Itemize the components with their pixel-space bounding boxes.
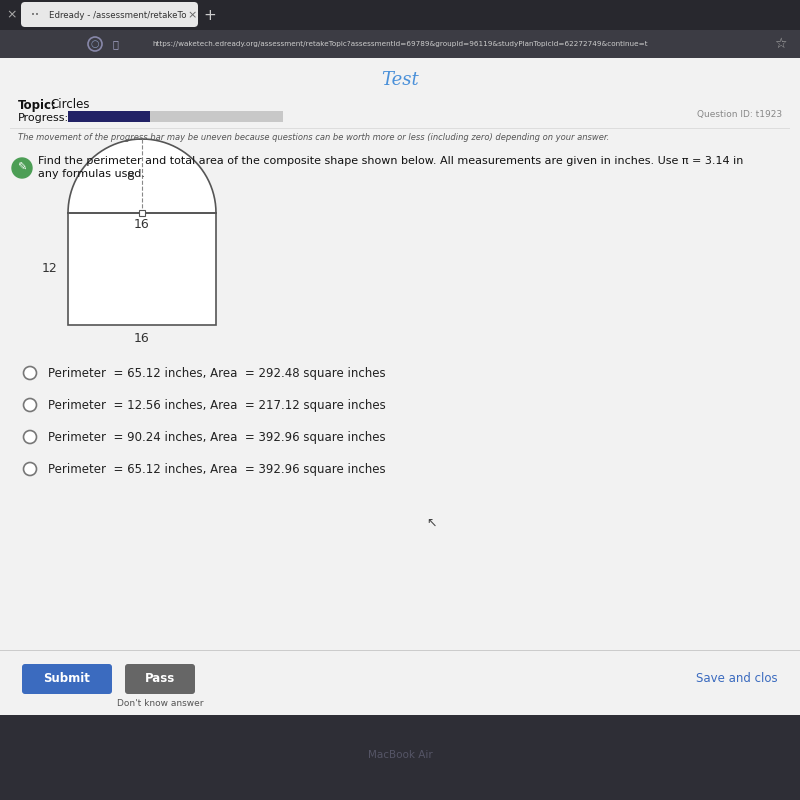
Text: Find the perimeter and total area of the composite shape shown below. All measur: Find the perimeter and total area of the… <box>38 156 743 166</box>
Text: 16: 16 <box>134 333 150 346</box>
Text: any formulas used.: any formulas used. <box>38 169 145 179</box>
Text: Don't know answer: Don't know answer <box>117 699 203 709</box>
Text: Question ID: t1923: Question ID: t1923 <box>697 110 782 119</box>
Text: Perimeter  = 90.24 inches, Area  = 392.96 square inches: Perimeter = 90.24 inches, Area = 392.96 … <box>48 430 386 443</box>
Text: Submit: Submit <box>43 673 90 686</box>
Text: Circles: Circles <box>50 98 90 111</box>
Text: Perimeter  = 12.56 inches, Area  = 217.12 square inches: Perimeter = 12.56 inches, Area = 217.12 … <box>48 398 386 411</box>
FancyBboxPatch shape <box>22 664 112 694</box>
Circle shape <box>23 366 37 379</box>
Bar <box>0 30 800 58</box>
Bar <box>68 111 150 122</box>
Text: ☆: ☆ <box>774 37 786 51</box>
Text: Perimeter  = 65.12 inches, Area  = 392.96 square inches: Perimeter = 65.12 inches, Area = 392.96 … <box>48 462 386 475</box>
Polygon shape <box>68 139 216 213</box>
Bar <box>139 210 145 216</box>
Bar <box>0 0 800 30</box>
Text: ••: •• <box>31 12 39 18</box>
Circle shape <box>12 158 32 178</box>
Text: Topic:: Topic: <box>18 98 57 111</box>
Text: Progress:: Progress: <box>18 113 69 123</box>
Text: 🔒: 🔒 <box>112 39 118 49</box>
Text: 16: 16 <box>134 218 150 231</box>
Text: https://waketech.edready.org/assessment/retakeTopic?assessmentId=69789&groupId=9: https://waketech.edready.org/assessment/… <box>152 41 648 47</box>
FancyBboxPatch shape <box>125 664 195 694</box>
Bar <box>0 715 800 800</box>
Circle shape <box>23 398 37 411</box>
Text: Save and clos: Save and clos <box>696 673 778 686</box>
Text: 12: 12 <box>42 262 58 275</box>
Text: ✎: ✎ <box>18 163 26 173</box>
FancyBboxPatch shape <box>21 2 198 27</box>
Text: Test: Test <box>381 71 419 89</box>
Circle shape <box>23 430 37 443</box>
Bar <box>0 650 800 651</box>
Text: ×: × <box>187 10 197 20</box>
Text: Pass: Pass <box>145 673 175 686</box>
Circle shape <box>23 462 37 475</box>
Text: The movement of the progress bar may be uneven because questions can be worth mo: The movement of the progress bar may be … <box>18 133 610 142</box>
Bar <box>0 650 800 715</box>
Bar <box>68 111 283 122</box>
Text: +: + <box>204 7 216 22</box>
Text: MacBook Air: MacBook Air <box>368 750 432 760</box>
Text: ↖: ↖ <box>426 517 438 530</box>
Text: Edready - /assessment/retakeTo: Edready - /assessment/retakeTo <box>50 10 186 19</box>
Text: 8: 8 <box>126 170 134 182</box>
Text: ○: ○ <box>90 39 99 49</box>
Text: Perimeter  = 65.12 inches, Area  = 292.48 square inches: Perimeter = 65.12 inches, Area = 292.48 … <box>48 366 386 379</box>
Text: ×: × <box>6 9 18 22</box>
Bar <box>68 213 216 325</box>
